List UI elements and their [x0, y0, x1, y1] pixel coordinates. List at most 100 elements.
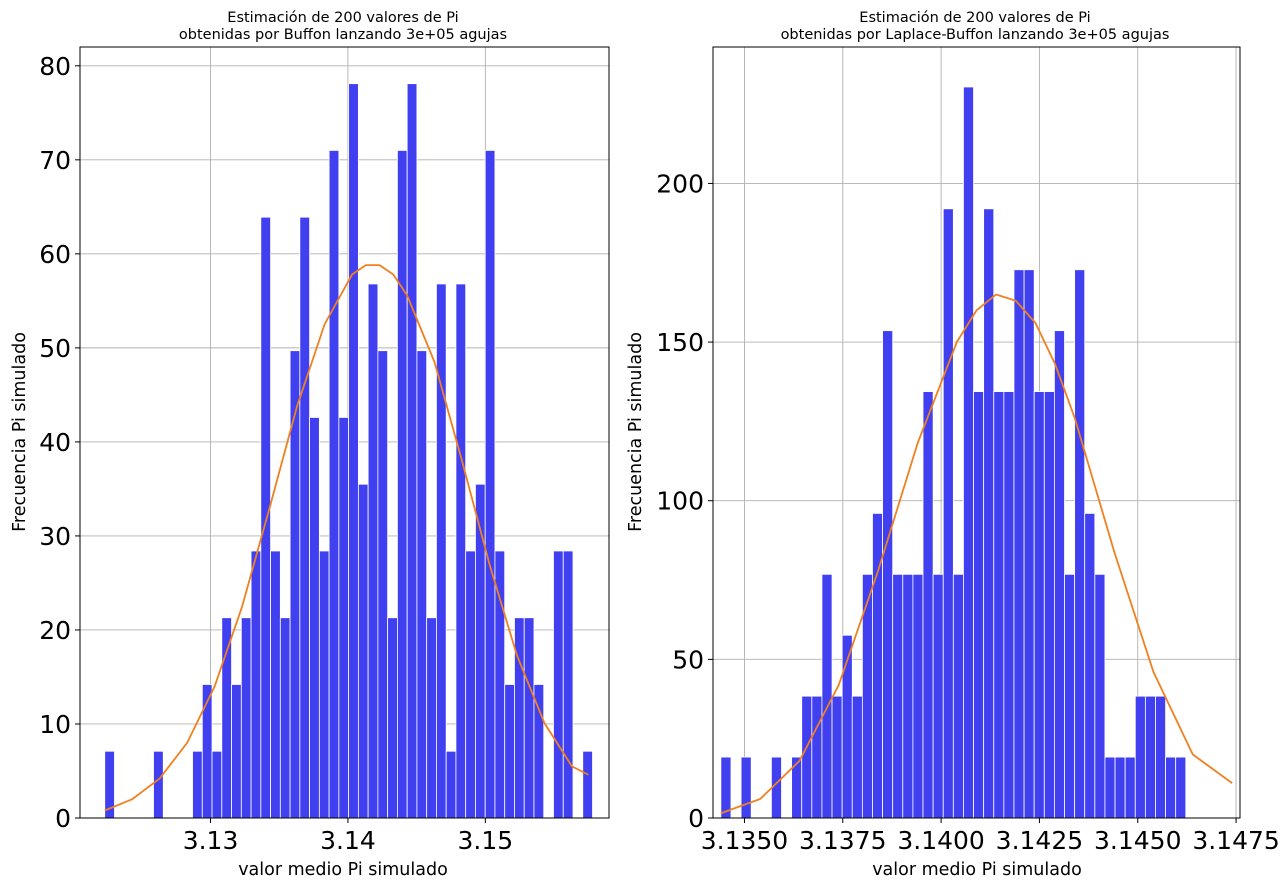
- histogram-bar: [922, 391, 934, 819]
- histogram-bar: [1155, 695, 1166, 819]
- y-tick-label: 40: [39, 428, 71, 457]
- histogram-bar: [811, 695, 823, 819]
- x-tick-label: 3.15: [458, 826, 514, 855]
- histogram-bar: [1114, 756, 1126, 819]
- y-tick-label: 30: [39, 522, 71, 551]
- bars-buffon: [104, 83, 593, 819]
- histogram-bar: [942, 208, 954, 819]
- histogram-bar: [348, 83, 359, 819]
- histogram-bar: [270, 550, 281, 819]
- histogram-bar: [494, 550, 506, 819]
- histogram-bar: [993, 391, 1005, 819]
- histogram-bar: [153, 750, 164, 819]
- y-tick-label: 100: [656, 487, 704, 516]
- y-axis-label: Frecuencia Pi simulado: [626, 332, 646, 532]
- histogram-bar: [192, 750, 203, 819]
- histogram-bar: [973, 391, 985, 819]
- histogram-bar: [475, 483, 486, 819]
- histogram-bar: [1043, 391, 1055, 819]
- histogram-bar: [851, 695, 863, 819]
- x-tick-label: 3.1450: [1094, 826, 1181, 855]
- histogram-bar: [902, 573, 914, 819]
- normal-fit-curve: [104, 264, 589, 812]
- chart-buffon: 3.13 3.14 3.15 0 10 20 30 40 50 60 70 80 Estimación…: [10, 10, 610, 880]
- histogram-bar: [260, 216, 271, 819]
- histogram-bar: [1084, 513, 1096, 819]
- x-tick-label: 3.1400: [897, 826, 984, 855]
- histogram-bar: [582, 750, 593, 819]
- x-tick-label: 3.1475: [1192, 826, 1279, 855]
- y-tick-label: 60: [39, 240, 71, 269]
- x-tick-label: 3.14: [320, 826, 376, 855]
- histogram-bar: [328, 150, 340, 819]
- histogram-bar: [484, 150, 496, 819]
- y-tick-label: 150: [656, 328, 704, 357]
- axes-frame: [712, 46, 1241, 819]
- histogram-bar: [831, 695, 843, 819]
- histogram-bar: [416, 350, 428, 819]
- x-tick-label: 3.13: [183, 826, 239, 855]
- histogram-bar: [455, 283, 467, 819]
- histogram-bar: [231, 684, 242, 819]
- histogram-bar: [514, 617, 525, 819]
- x-tick-label: 3.1425: [996, 826, 1083, 855]
- chart-title-line1: Estimación de 200 valores de Pi: [859, 10, 1090, 26]
- y-tick-label: 70: [39, 146, 71, 175]
- y-tick-label: 200: [656, 169, 704, 198]
- chart-laplace-buffon: 3.1350 3.1375 3.1400 3.1425 3.1450 3.1475 0 50 1…: [626, 10, 1280, 880]
- histogram-bar: [821, 573, 833, 819]
- histogram-bar: [1013, 269, 1025, 819]
- histogram-bar: [211, 750, 223, 819]
- chart-title-line2: obtenidas por Laplace-Buffon lanzando 3e…: [781, 27, 1170, 43]
- histogram-bar: [445, 750, 457, 819]
- histogram-bar: [279, 617, 291, 819]
- histogram-bar: [504, 684, 515, 819]
- histogram-bar: [720, 756, 732, 819]
- y-axis-label: Frecuencia Pi simulado: [10, 332, 30, 532]
- histogram-bar: [1064, 573, 1076, 819]
- chart-title-line2: obtenidas por Buffon lanzando 3e+05 aguj…: [179, 27, 507, 43]
- histogram-bar: [1074, 269, 1086, 819]
- histogram-bar: [1175, 756, 1187, 819]
- histogram-bar: [1003, 391, 1015, 819]
- y-tick-label: 0: [688, 804, 704, 833]
- y-tick-label: 50: [672, 645, 704, 674]
- histogram-bar: [1124, 756, 1136, 819]
- histogram-bar: [1104, 756, 1116, 819]
- histogram-bar: [912, 573, 924, 819]
- histogram-bar: [309, 417, 320, 819]
- histogram-bar: [396, 150, 408, 819]
- chart-title-line1: Estimación de 200 valores de Pi: [227, 10, 458, 26]
- histogram-bar: [1054, 330, 1065, 819]
- histogram-bar: [367, 283, 379, 819]
- histogram-bar: [963, 86, 974, 819]
- histogram-bar: [406, 83, 418, 819]
- x-axis-label: valor medio Pi simulado: [238, 860, 448, 880]
- y-tick-label: 20: [39, 616, 71, 645]
- ticks-laplace-buffon: 3.1350 3.1375 3.1400 3.1425 3.1450 3.1475 0 50 1…: [656, 46, 1280, 855]
- histogram-bar: [357, 483, 369, 819]
- histogram-bar: [240, 617, 252, 819]
- histogram-bar: [1144, 695, 1156, 819]
- histogram-bar: [882, 330, 894, 819]
- histogram-bar: [426, 617, 437, 819]
- fit-curve-laplace-buffon: [720, 293, 1233, 815]
- y-tick-label: 80: [39, 52, 71, 81]
- axes-frame: [79, 46, 610, 819]
- x-axis-label: valor medio Pi simulado: [872, 860, 1082, 880]
- histogram-bar: [289, 350, 301, 819]
- histogram-bar: [250, 550, 262, 819]
- histogram-bar: [377, 350, 389, 819]
- histogram-bar: [533, 684, 545, 819]
- histogram-bar: [436, 283, 447, 819]
- histogram-bar: [892, 573, 904, 819]
- histogram-bar: [1023, 269, 1035, 819]
- histogram-bar: [1033, 391, 1045, 819]
- histogram-bar: [299, 216, 310, 819]
- histogram-bar: [338, 417, 350, 819]
- bars-laplace-buffon: [720, 86, 1187, 819]
- histogram-bar: [1134, 695, 1146, 819]
- histogram-bar: [1094, 573, 1106, 819]
- histogram-bar: [1165, 756, 1177, 819]
